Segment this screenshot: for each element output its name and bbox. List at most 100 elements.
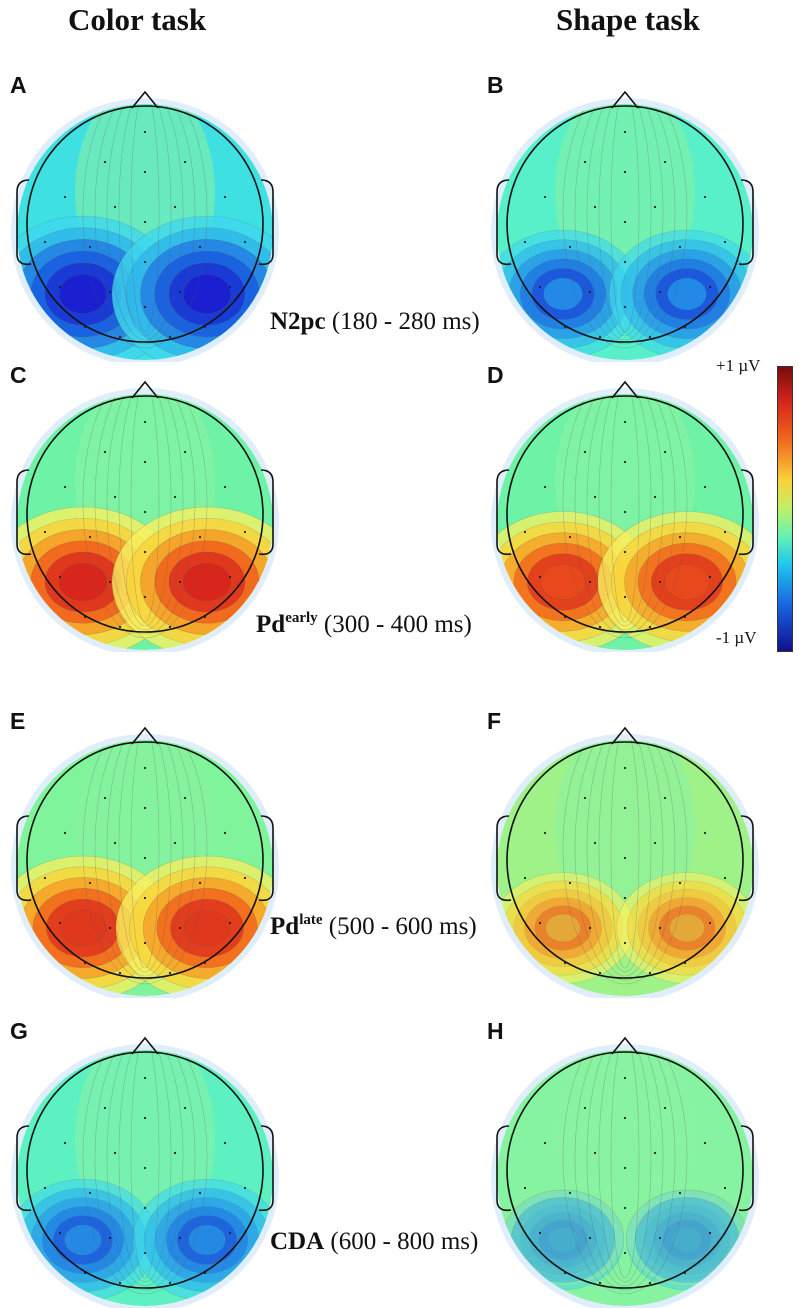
contour-line	[118, 394, 172, 627]
positive-lobe-left	[58, 562, 108, 602]
positive-lobe-right	[183, 909, 231, 947]
positive-lobe-right	[658, 905, 716, 951]
electrode	[63, 1141, 67, 1145]
electrode	[113, 841, 117, 845]
contour-line	[586, 740, 664, 977]
left-ear-outline	[496, 1125, 512, 1212]
negative-lobe-left	[53, 1215, 113, 1265]
electrode	[708, 285, 712, 289]
electrode	[623, 550, 627, 554]
electrode	[593, 205, 597, 209]
electrode	[228, 285, 232, 289]
electrode	[58, 921, 62, 925]
contour-line	[574, 1050, 676, 1291]
electrode	[523, 530, 527, 534]
contour-line	[106, 104, 184, 341]
contour-line	[598, 740, 652, 973]
contour-line	[106, 1050, 184, 1287]
electrode	[108, 580, 112, 584]
electrode	[243, 876, 247, 880]
nose-outline	[611, 1036, 639, 1055]
electrode	[623, 510, 627, 514]
electrode	[593, 495, 597, 499]
electrode	[228, 575, 232, 579]
electrode	[648, 335, 652, 339]
electrode	[648, 625, 652, 629]
topomap-h	[491, 1036, 759, 1308]
electrode	[583, 160, 587, 164]
electrode	[108, 290, 112, 294]
electrode	[523, 876, 527, 880]
positive-lobe-left	[513, 888, 613, 968]
electrode	[598, 625, 602, 629]
right-ear-outline	[258, 815, 274, 902]
positive-lobe-left	[59, 909, 107, 947]
electrode	[143, 595, 147, 599]
contour-line	[562, 394, 688, 639]
electrode	[183, 450, 187, 454]
topomap-a	[11, 90, 279, 362]
contour-line	[610, 104, 640, 333]
electrode	[588, 290, 592, 294]
contour-line	[106, 740, 184, 977]
head-outline	[506, 105, 744, 343]
electrode	[143, 1076, 147, 1080]
electrode	[228, 1231, 232, 1235]
electrode	[658, 926, 662, 930]
electrode	[183, 160, 187, 164]
electrode	[58, 285, 62, 289]
electrode	[648, 971, 652, 975]
contour-line	[574, 740, 676, 981]
topomap-e	[11, 726, 279, 998]
electrode	[653, 841, 657, 845]
electrode	[178, 1236, 182, 1240]
electrode	[623, 1166, 627, 1170]
electrode	[178, 926, 182, 930]
electrode	[658, 1236, 662, 1240]
electrode	[568, 535, 572, 539]
electrode	[623, 305, 627, 309]
panel-letter: F	[487, 708, 502, 734]
electrode	[223, 485, 227, 489]
electrode	[143, 1251, 147, 1255]
negative-lobe-right	[671, 1227, 703, 1253]
component-label-pd-late: Pdlate (500 - 600 ms)	[270, 912, 477, 941]
panel-letter: C	[10, 362, 27, 388]
panel-letter: G	[10, 1018, 28, 1044]
electrode	[623, 220, 627, 224]
contour-line	[94, 104, 196, 345]
contour-line	[586, 394, 664, 631]
contour-line	[610, 740, 640, 969]
electrode	[593, 1151, 597, 1155]
electrode	[703, 831, 707, 835]
left-ear-outline	[16, 469, 32, 556]
component-window: (500 - 600 ms)	[328, 913, 477, 940]
electrode	[228, 921, 232, 925]
component-name: Pd	[270, 913, 300, 940]
head-outline	[506, 395, 744, 633]
contour-line	[574, 104, 676, 345]
negative-lobe-right	[662, 1220, 712, 1260]
contour-line	[586, 1050, 664, 1287]
contour-line	[130, 104, 160, 333]
head-outline	[26, 741, 264, 979]
electrode	[543, 831, 547, 835]
electrode	[588, 580, 592, 584]
electrode	[663, 796, 667, 800]
electrode	[198, 1191, 202, 1195]
electrode	[103, 796, 107, 800]
electrode	[598, 1281, 602, 1285]
midline-field	[555, 1050, 695, 1248]
electrode	[63, 831, 67, 835]
electrode	[538, 285, 542, 289]
electrode	[63, 485, 67, 489]
electrode	[143, 510, 147, 514]
electrode	[143, 130, 147, 134]
electrode	[708, 1231, 712, 1235]
electrode	[623, 460, 627, 464]
negative-lobe-right	[653, 1212, 721, 1268]
contour-line	[574, 394, 676, 635]
electrode	[678, 881, 682, 885]
contour-line	[562, 1050, 688, 1295]
electrode	[723, 1186, 727, 1190]
